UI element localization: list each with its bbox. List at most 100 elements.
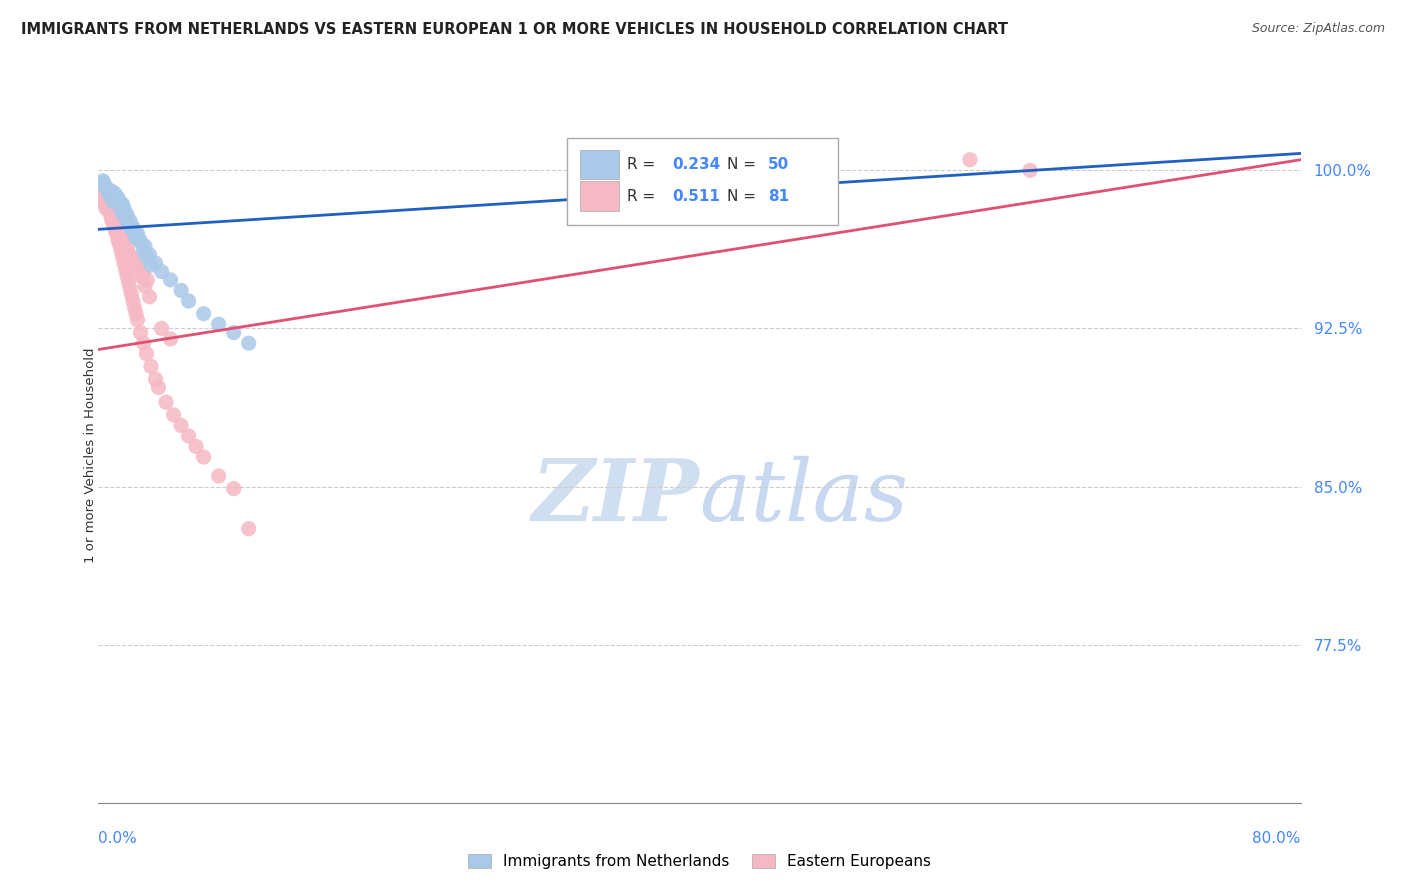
Point (103, 193, 125, 207)
Point (139, 258, 162, 272)
Point (111, 250, 134, 264)
Point (117, 244, 139, 258)
Text: ZIP: ZIP (531, 455, 699, 539)
Point (101, 185, 124, 199)
Point (159, 332, 181, 346)
Point (96, 193, 118, 207)
Point (208, 469, 231, 483)
Point (108, 237, 131, 252)
Point (97, 203, 120, 218)
Text: Source: ZipAtlas.com: Source: ZipAtlas.com (1251, 22, 1385, 36)
Point (150, 264, 173, 278)
Text: atlas: atlas (699, 455, 908, 538)
Point (127, 260, 149, 275)
Point (118, 252, 141, 266)
Point (238, 522, 260, 536)
Text: 0.0%: 0.0% (98, 831, 138, 846)
Text: 81: 81 (768, 188, 789, 203)
Point (128, 268, 150, 283)
Point (129, 235, 152, 249)
Point (93, 176, 115, 190)
Point (135, 347, 157, 361)
Point (96, 182, 118, 196)
Y-axis label: 1 or more Vehicles in Household: 1 or more Vehicles in Household (83, 347, 97, 563)
FancyBboxPatch shape (567, 138, 838, 226)
Point (90, 188, 112, 202)
Point (125, 307, 148, 321)
Point (208, 317, 231, 331)
Point (112, 235, 135, 249)
Point (114, 237, 136, 252)
Point (98, 205, 121, 219)
Point (177, 293, 200, 308)
Point (105, 193, 128, 207)
Point (112, 201, 135, 215)
Point (115, 211, 138, 226)
Point (104, 222, 127, 236)
Legend: Immigrants from Netherlands, Eastern Europeans: Immigrants from Netherlands, Eastern Eur… (461, 848, 938, 875)
Point (91, 194, 114, 209)
Point (162, 408, 184, 422)
Point (107, 224, 129, 238)
Point (97, 201, 120, 215)
Point (120, 218, 142, 232)
Point (97, 186, 120, 201)
Text: IMMIGRANTS FROM NETHERLANDS VS EASTERN EUROPEAN 1 OR MORE VEHICLES IN HOUSEHOLD : IMMIGRANTS FROM NETHERLANDS VS EASTERN E… (21, 22, 1008, 37)
Point (96, 199, 118, 213)
Text: R =: R = (627, 157, 661, 172)
Point (125, 231, 148, 245)
Point (114, 262, 136, 277)
Point (124, 227, 146, 241)
Point (100, 210, 122, 224)
Point (118, 214, 141, 228)
Point (138, 290, 160, 304)
Point (118, 247, 141, 261)
Text: N =: N = (727, 157, 761, 172)
Point (100, 188, 122, 202)
Point (110, 199, 132, 213)
Point (193, 450, 215, 464)
Point (108, 228, 131, 243)
Point (91, 174, 114, 188)
Point (170, 284, 193, 298)
Point (103, 216, 125, 230)
FancyBboxPatch shape (581, 181, 619, 211)
Point (112, 239, 135, 253)
Point (94, 180, 117, 194)
Text: R =: R = (627, 188, 661, 203)
Point (121, 287, 143, 301)
Point (114, 210, 136, 224)
Point (100, 205, 122, 219)
Point (115, 208, 138, 222)
Point (122, 220, 145, 235)
Point (103, 194, 125, 209)
Point (148, 380, 170, 394)
Point (145, 372, 167, 386)
Point (155, 395, 177, 409)
Point (170, 418, 193, 433)
Point (111, 197, 134, 211)
Point (184, 440, 207, 454)
Point (94, 201, 117, 215)
Point (136, 273, 159, 287)
Point (117, 275, 139, 289)
Point (115, 241, 138, 255)
Point (105, 227, 128, 241)
Text: N =: N = (727, 188, 761, 203)
Text: 80.0%: 80.0% (1253, 831, 1301, 846)
Point (100, 188, 122, 202)
Point (91, 191, 114, 205)
Point (808, 163, 831, 178)
Point (132, 244, 155, 258)
Point (959, 153, 981, 167)
Point (628, 168, 651, 182)
Point (97, 185, 120, 199)
Point (1019, 163, 1042, 178)
Point (112, 256, 135, 270)
Point (94, 197, 117, 211)
Point (120, 250, 142, 264)
Point (135, 250, 157, 264)
Point (93, 193, 115, 207)
Point (127, 227, 149, 241)
Point (177, 429, 200, 443)
